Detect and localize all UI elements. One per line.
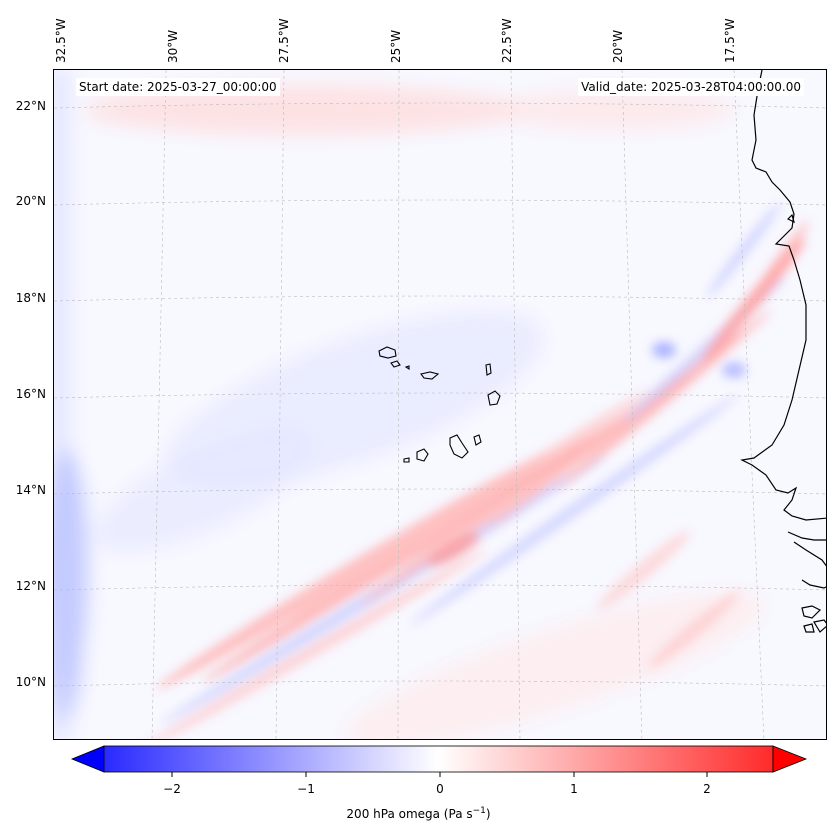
broad-field-patterns xyxy=(54,70,764,739)
meridian-17-5w xyxy=(733,70,765,739)
lon-label-17-5w: 17.5°W xyxy=(723,18,737,63)
lat-label-16n: 16°N xyxy=(15,387,46,401)
coast-gambia xyxy=(787,531,826,541)
coast-mauritania-senegal xyxy=(740,70,826,521)
map-panel[interactable]: Start date: 2025-03-27_00:00:00 Valid_da… xyxy=(53,69,827,740)
island-sal xyxy=(485,363,492,376)
colorbar-min-extend xyxy=(70,745,105,773)
colorbar-label: 200 hPa omega (Pa s−1) xyxy=(0,806,837,821)
lat-label-18n: 18°N xyxy=(15,291,46,305)
island-bijagos-3 xyxy=(803,623,815,633)
parallel-22n xyxy=(54,102,826,109)
cape-verde-islands xyxy=(378,346,501,463)
valid-date-label: Valid_date: 2025-03-28T04:00:00.00 xyxy=(578,78,804,96)
island-bijagos-1 xyxy=(801,605,822,619)
island-santa-luzia xyxy=(404,365,410,371)
colorbar-tick-minus-2: −2 xyxy=(163,782,181,796)
parallel-12n xyxy=(54,584,826,591)
lat-label-10n: 10°N xyxy=(15,675,46,689)
island-brava xyxy=(403,457,410,463)
parallel-14n xyxy=(54,488,826,495)
lon-label-22-5w: 22.5°W xyxy=(500,18,514,63)
lon-label-27-5w: 27.5°W xyxy=(277,18,291,63)
meridian-27-5w xyxy=(275,70,285,739)
diagonal-bands xyxy=(140,202,809,739)
island-maio xyxy=(473,434,482,446)
omega-field-map xyxy=(54,70,826,739)
parallel-10n xyxy=(54,680,826,687)
african-coastline xyxy=(740,70,826,633)
lon-label-32-5w: 32.5°W xyxy=(54,18,68,63)
colorbar-label-text: 200 hPa omega (Pa s xyxy=(346,807,473,821)
island-fogo xyxy=(416,448,429,462)
meridian-20w xyxy=(621,70,643,739)
island-bijagos-2 xyxy=(813,619,826,633)
colorbar-tick-2: 2 xyxy=(703,782,711,796)
colorbar-label-superscript: −1 xyxy=(472,806,486,816)
lon-label-20w: 20°W xyxy=(611,29,625,63)
colorbar-label-close: ) xyxy=(485,807,491,821)
lon-label-25w: 25°W xyxy=(389,29,403,63)
graticule xyxy=(54,70,826,739)
island-santiago xyxy=(449,434,469,459)
meridian-22-5w xyxy=(510,70,521,739)
parallel-16n xyxy=(54,392,826,399)
parallel-18n xyxy=(54,295,826,302)
lat-label-22n: 22°N xyxy=(15,99,46,113)
colorbar-max-extend xyxy=(772,745,808,773)
coast-bijagos xyxy=(801,579,826,589)
lat-label-14n: 14°N xyxy=(15,483,46,497)
lon-label-30w: 30°W xyxy=(166,29,180,63)
island-sao-vicente xyxy=(390,360,401,368)
colorbar xyxy=(70,745,808,777)
lat-label-20n: 20°N xyxy=(15,194,46,208)
parallel-20n xyxy=(54,199,826,206)
coast-islet xyxy=(786,213,795,224)
meridian-30w xyxy=(151,70,167,739)
island-boa-vista xyxy=(487,390,501,406)
coast-guinea-bissau xyxy=(793,541,826,567)
colorbar-ticks xyxy=(171,772,708,777)
colorbar-tick-1: 1 xyxy=(570,782,578,796)
colorbar-tick-minus-1: −1 xyxy=(297,782,315,796)
meridian-25w xyxy=(397,70,400,739)
island-sao-nicolau xyxy=(420,371,440,380)
colorbar-tick-0: 0 xyxy=(436,782,444,796)
lat-label-12n: 12°N xyxy=(15,579,46,593)
island-santo-antao xyxy=(378,346,397,359)
start-date-label: Start date: 2025-03-27_00:00:00 xyxy=(76,78,280,96)
colorbar-gradient xyxy=(103,745,774,773)
